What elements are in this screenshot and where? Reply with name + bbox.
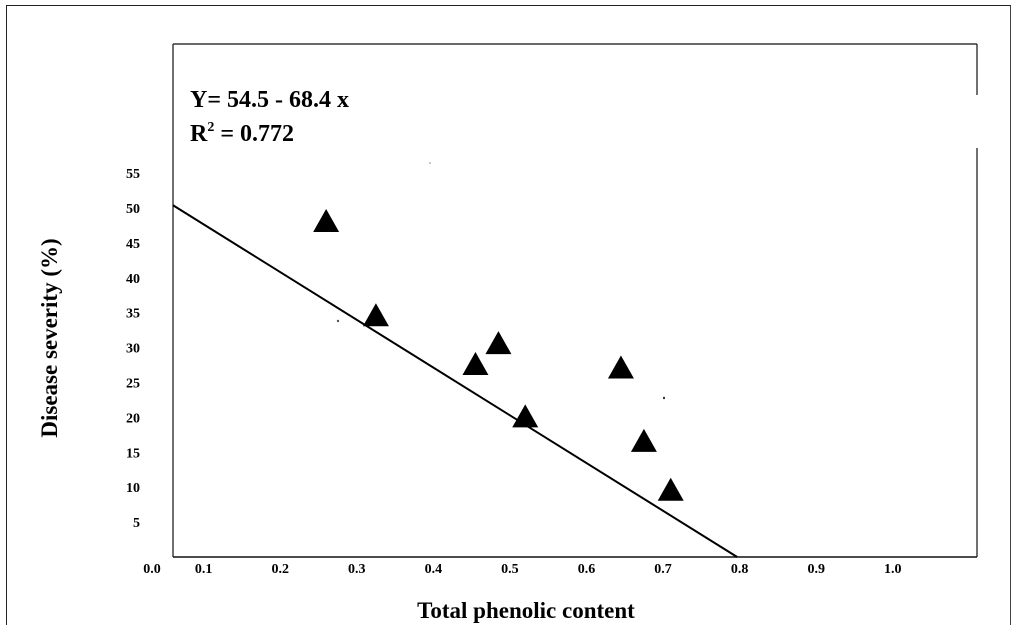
y-tick-label: 45 (126, 237, 140, 252)
r-squared-superscript: 2 (207, 120, 214, 135)
x-tick-label: 0.1 (195, 562, 213, 577)
scan-speck (662, 396, 666, 400)
x-tick-label: 0.3 (348, 562, 366, 577)
x-tick-label: 0.4 (425, 562, 443, 577)
y-tick-label: 5 (133, 516, 140, 531)
data-point-triangle (657, 477, 684, 501)
data-point-triangle (462, 352, 489, 376)
x-tick-label: 0.9 (807, 562, 825, 577)
data-point-triangle (485, 331, 512, 355)
y-tick-label: 10 (126, 481, 140, 496)
y-tick-label: 25 (126, 377, 140, 392)
regression-line-group (172, 204, 738, 558)
x-tick-label: 0.2 (271, 562, 289, 577)
r-squared-r: R (190, 121, 208, 147)
figure-frame (6, 5, 1011, 625)
x-origin-label: 0.0 (143, 562, 161, 577)
y-tick-label: 30 (126, 342, 140, 357)
data-point-triangle (607, 355, 634, 379)
data-point-triangle (630, 428, 657, 452)
plot-frame (172, 43, 978, 557)
y-tick-label: 20 (126, 411, 140, 426)
data-point-triangle (362, 303, 389, 327)
r-squared-value: = 0.772 (214, 121, 294, 147)
x-tick-labels: 0.1 0.2 0.3 0.4 0.5 0.6 0.7 0.8 0.9 1.0 (195, 562, 902, 577)
x-tick-label: 0.6 (578, 562, 596, 577)
regression-line (172, 204, 738, 558)
y-tick-label: 15 (126, 446, 140, 461)
y-tick-label: 50 (126, 202, 140, 217)
data-point-triangle (313, 208, 340, 232)
y-tick-label: 55 (126, 167, 140, 182)
r-squared-label: R2 = 0.772 (190, 120, 294, 147)
y-tick-label: 35 (126, 307, 140, 322)
x-tick-label: 0.5 (501, 562, 519, 577)
x-axis-title: Total phenolic content (417, 598, 635, 623)
scan-speck (429, 162, 431, 164)
x-tick-label: 0.7 (654, 562, 672, 577)
regression-equation: Y= 54.5 - 68.4 x (190, 87, 349, 113)
data-points (313, 208, 684, 501)
y-tick-label: 40 (126, 272, 140, 287)
scan-speck (336, 319, 340, 323)
y-axis-title: Disease severity (%) (37, 238, 62, 437)
x-tick-label: 1.0 (884, 562, 902, 577)
x-tick-label: 0.8 (731, 562, 749, 577)
y-tick-labels: 5 10 15 20 25 30 35 40 45 50 55 (126, 167, 140, 531)
data-point-triangle (512, 404, 539, 428)
